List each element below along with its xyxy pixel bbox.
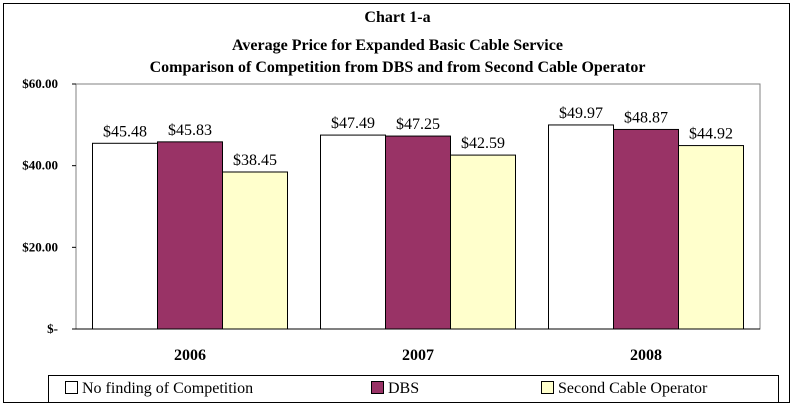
x-tick-label: 2006 xyxy=(174,347,206,364)
chart-subtitle-line-1: Average Price for Expanded Basic Cable S… xyxy=(232,37,563,54)
y-tick-label: $60.00 xyxy=(22,76,58,91)
y-tick-label: $40.00 xyxy=(22,158,58,173)
bar xyxy=(450,154,516,330)
bar xyxy=(678,145,744,330)
x-tick-label: 2007 xyxy=(402,347,434,364)
data-label: $42.59 xyxy=(461,135,505,152)
legend-label-no-finding: No finding of Competition xyxy=(82,380,254,397)
bar xyxy=(385,135,451,330)
legend-item-no-finding: No finding of Competition xyxy=(65,380,253,398)
x-tick-label: 2008 xyxy=(630,347,662,364)
bar xyxy=(613,128,679,330)
bar xyxy=(157,141,223,330)
legend-swatch-no-finding xyxy=(65,380,78,394)
data-label: $44.92 xyxy=(689,126,733,143)
data-label: $38.45 xyxy=(233,152,277,169)
data-label: $48.87 xyxy=(624,109,668,126)
legend-item-second-cable: Second Cable Operator xyxy=(541,380,707,398)
bar xyxy=(320,134,386,330)
data-label: $47.49 xyxy=(331,115,375,132)
data-label: $47.25 xyxy=(396,116,440,133)
data-label: $45.48 xyxy=(103,123,147,140)
data-label: $45.83 xyxy=(168,122,212,139)
chart-subtitle-line-2: Comparison of Competition from DBS and f… xyxy=(149,59,646,76)
bar xyxy=(548,124,614,330)
bar xyxy=(92,142,158,330)
legend-label-dbs: DBS xyxy=(388,380,420,397)
y-tick-label: $20.00 xyxy=(22,239,58,254)
legend-swatch-dbs xyxy=(371,380,384,394)
legend-item-dbs: DBS xyxy=(371,380,419,398)
chart-title: Chart 1-a xyxy=(364,9,431,26)
legend: No finding of Competition DBS Second Cab… xyxy=(48,375,779,403)
bar xyxy=(222,171,288,330)
y-tick-label: $- xyxy=(47,321,58,336)
legend-swatch-second-cable xyxy=(541,380,554,394)
legend-label-second-cable: Second Cable Operator xyxy=(558,380,708,397)
data-label: $49.97 xyxy=(559,105,603,122)
